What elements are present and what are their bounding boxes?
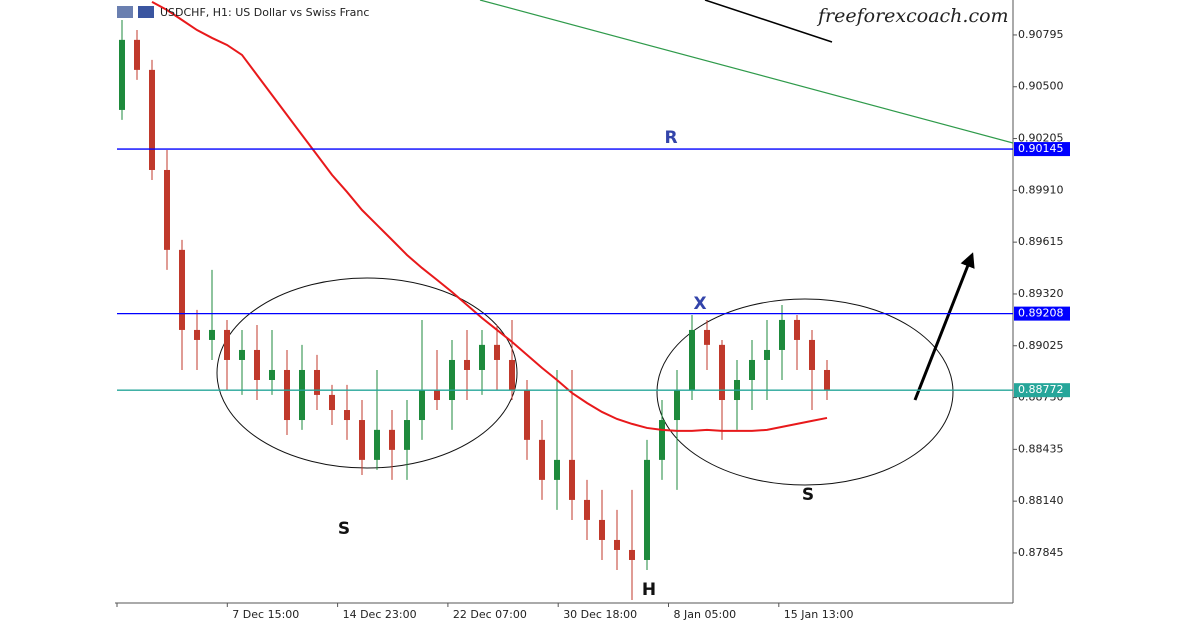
candle-body [194,329,200,340]
candle-body [164,169,170,250]
icon [117,6,133,18]
y-tick-label: 0.90500 [1018,80,1064,93]
candle-body [239,349,245,360]
candle-body [329,394,335,411]
x-tick-label: 14 Dec 23:00 [343,608,417,621]
candle-body [809,339,815,370]
candle-body [224,329,230,360]
candle-body [299,369,305,421]
x-tick-label: 7 Dec 15:00 [232,608,299,621]
level-label: 0.89208 [1018,307,1064,320]
icon [138,6,154,18]
candle-body [614,539,620,550]
moving-average [151,1,828,432]
candle-body [434,390,440,401]
candle-body [344,410,350,421]
annotation: S [802,485,814,505]
candle-body [209,329,215,340]
candle-body [404,420,410,450]
annotation: X [693,294,706,314]
y-tick-label: 0.89910 [1018,183,1064,196]
annotation: S [338,519,350,539]
y-tick-label: 0.89615 [1018,235,1064,248]
x-tick-label: 30 Nov 2020 [104,608,174,621]
watermark: freeforexcoach.com [816,5,1009,27]
candle-body [179,249,185,330]
candle-body [719,344,725,401]
candle-body [629,549,635,560]
y-tick-label: 0.87845 [1018,546,1064,559]
candle-body [269,369,275,380]
level-label: 0.90145 [1018,142,1064,155]
candle-body [674,390,680,421]
level-label-bg [1014,142,1070,157]
candle-body [254,349,260,380]
y-tick-label: 0.88435 [1018,442,1064,455]
candle-body [584,499,590,520]
candle-body [644,459,650,560]
shoulder-ellipse [216,277,518,469]
candle-body [689,329,695,391]
candle-body [314,369,320,395]
arrow [913,252,975,401]
y-tick-label: 0.90205 [1018,132,1064,145]
annotation: R [664,128,677,148]
candle-body [779,319,785,350]
candle-body [764,349,770,360]
candle-body [494,344,500,360]
candle-body [704,329,710,345]
trend-line [479,0,1013,144]
y-tick-label: 0.89025 [1018,339,1064,352]
candle-body [554,459,560,480]
x-tick-label: 15 Jan 13:00 [784,608,854,621]
time-labels: 30 Nov 2020 [104,608,174,621]
level-label: 0.88772 [1018,383,1064,396]
candle-body [149,69,155,170]
plot-area [119,0,1013,601]
candle-body [569,459,575,500]
candle-body [389,429,395,450]
shoulder-ellipse [656,298,954,486]
trend-line [704,0,833,43]
y-tick-label: 0.88140 [1018,494,1064,507]
candle-body [284,369,290,421]
candle-body [134,39,140,70]
x-tick-label: 8 Jan 05:00 [674,608,737,621]
annotation: H [642,580,656,600]
candle-body [659,420,665,460]
candle-body [119,39,125,110]
candle-body [524,390,530,440]
candle-body [509,359,515,391]
y-tick-label: 0.90795 [1018,28,1064,41]
candle-body [824,369,830,391]
candle-body [464,359,470,370]
y-tick-label: 0.89320 [1018,287,1064,300]
candle-body [449,359,455,401]
x-tick-label: 30 Dec 18:00 [563,608,637,621]
candle-body [539,439,545,480]
candle-body [359,420,365,460]
candle-body [374,429,380,460]
chart-title: USDCHF, H1: US Dollar vs Swiss Franc [160,6,369,19]
candle-body [479,344,485,370]
level-label-bg [1014,306,1070,321]
level-label-bg [1014,383,1070,398]
candle-body [749,359,755,380]
x-tick-label: 22 Dec 07:00 [453,608,527,621]
candle-body [419,390,425,421]
candle-body [599,519,605,540]
candle-body [794,319,800,340]
